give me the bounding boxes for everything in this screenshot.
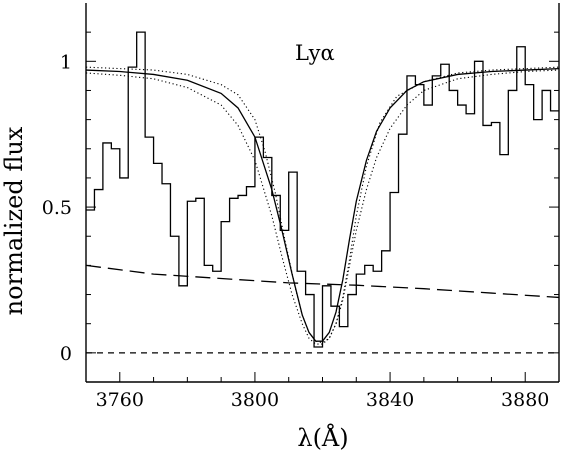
y-tick-label: 0 (60, 343, 72, 365)
spectrum-histogram-0 (86, 31, 559, 348)
x-tick-label: 3840 (366, 389, 414, 411)
y-tick-label: 1 (60, 51, 72, 73)
y-axis-title: normalized flux (0, 126, 28, 315)
chart-annotation: Lyα (295, 41, 335, 65)
y-tick-label: 0.5 (42, 197, 72, 219)
x-axis-title: λ(Å) (297, 423, 348, 452)
x-tick-label: 3880 (501, 389, 549, 411)
error-spectrum-4 (86, 264, 559, 299)
x-tick-label: 3800 (231, 389, 279, 411)
x-tick-label: 3760 (96, 389, 144, 411)
